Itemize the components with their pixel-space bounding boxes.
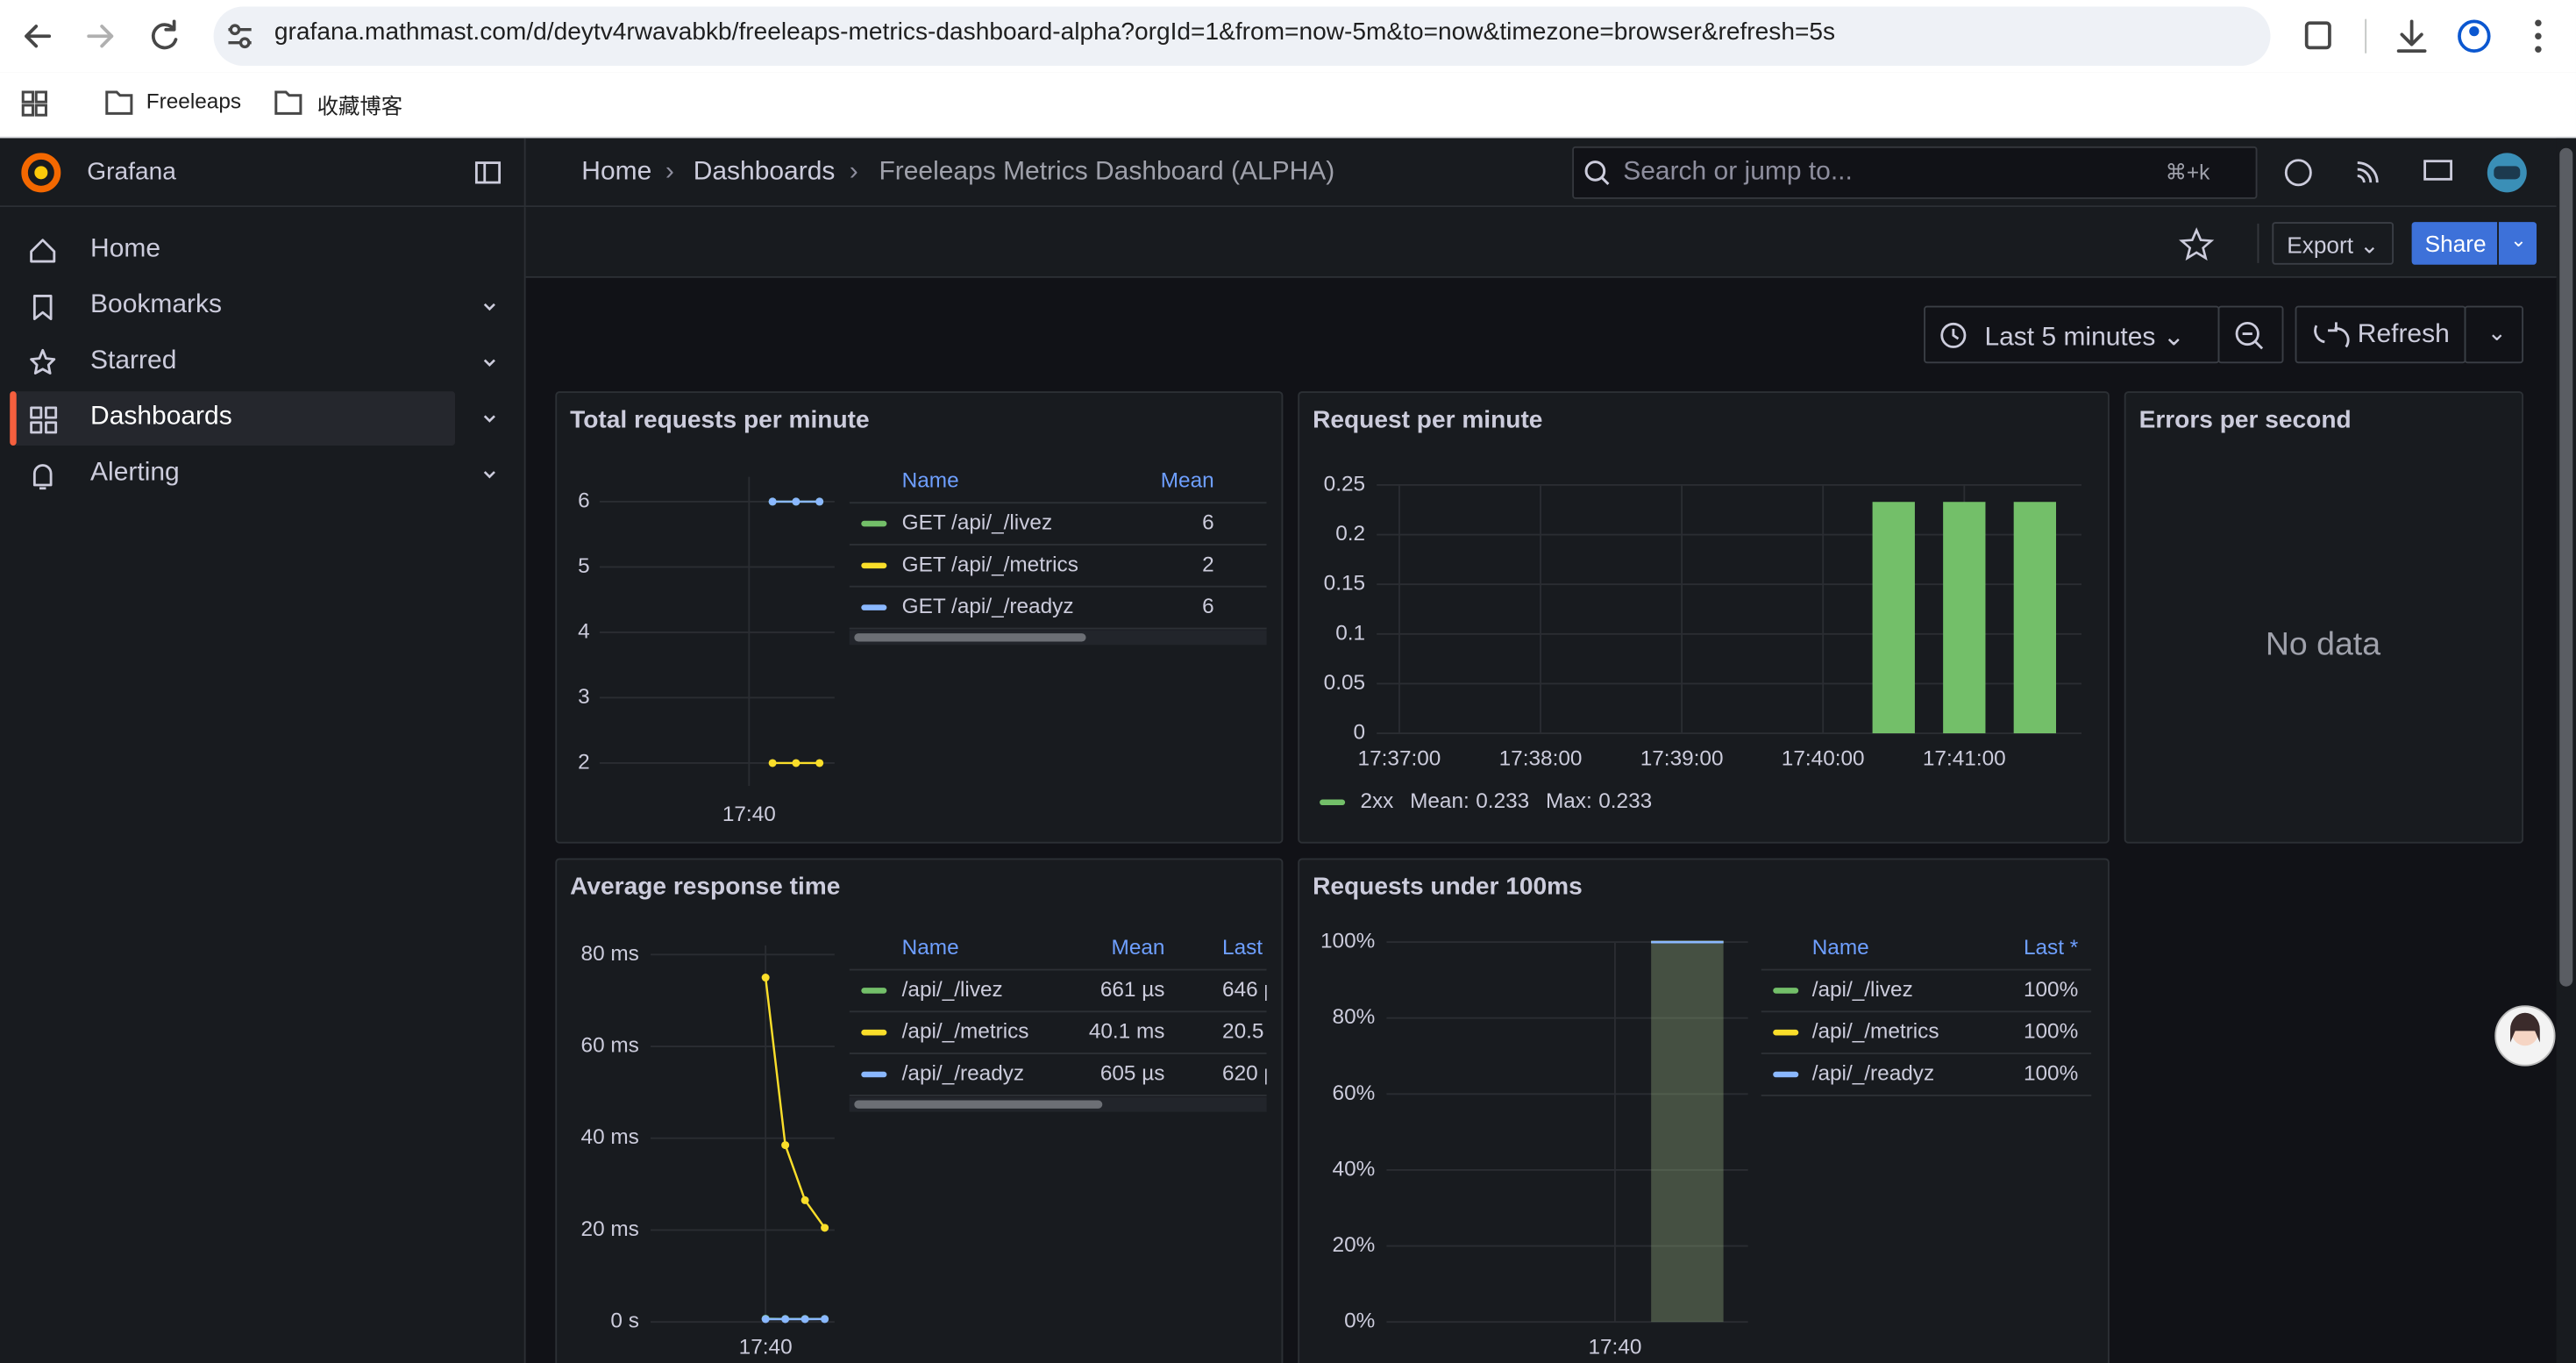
data-point [792, 497, 800, 505]
panel [1299, 392, 2109, 843]
y-tick-label: 80% [1333, 1005, 1376, 1029]
data-point [769, 497, 777, 505]
legend-value: 100% [2024, 1020, 2078, 1044]
y-tick-label: 0.15 [1324, 572, 1365, 596]
panel-title: Requests under 100ms [1313, 873, 1583, 900]
legend-name: /api/_/livez [902, 978, 1003, 1002]
data-point [792, 759, 800, 767]
y-tick-label: 40% [1333, 1157, 1376, 1181]
y-tick-label: 100% [1320, 930, 1375, 953]
y-tick-label: 0 s [610, 1309, 638, 1333]
data-point [815, 497, 823, 505]
bar [1943, 502, 1985, 733]
legend-name: /api/_/readyz [902, 1061, 1024, 1085]
legend-name: /api/_/readyz [1812, 1061, 1934, 1085]
y-tick-label: 20 ms [581, 1217, 639, 1241]
panel [2125, 392, 2523, 843]
legend-header: Name [902, 469, 959, 493]
legend-value: 20.5 ms [1222, 1020, 1299, 1044]
x-tick-label: 17:41:00 [1923, 746, 2006, 770]
x-tick-label: 17:40:00 [1782, 746, 1865, 770]
y-tick-label: 60% [1333, 1081, 1376, 1105]
x-tick-label: 17:37:00 [1358, 746, 1441, 770]
legend-value: 6 [1202, 510, 1214, 534]
data-point [769, 759, 777, 767]
data-point [801, 1315, 809, 1323]
y-tick-label: 0% [1344, 1309, 1375, 1333]
legend-stat-label: Mean: [1410, 789, 1469, 813]
legend-header: Mean [1161, 469, 1214, 493]
y-tick-label: 0.2 [1335, 522, 1365, 546]
legend-scroll-thumb[interactable] [854, 1101, 1102, 1109]
bar [2014, 502, 2056, 733]
legend-stat-label: Max: [1546, 789, 1592, 813]
data-point [781, 1141, 789, 1149]
assistant-button[interactable] [2492, 1003, 2558, 1068]
legend-name: /api/_/metrics [1812, 1020, 1939, 1044]
y-tick-label: 60 ms [581, 1033, 639, 1057]
y-tick-label: 6 [578, 489, 590, 512]
bar [1651, 942, 1723, 1322]
panel-title: Request per minute [1313, 405, 1542, 432]
y-tick-label: 0.1 [1335, 621, 1365, 645]
legend-value: 40.1 ms [1089, 1020, 1165, 1044]
legend-name: GET /api/_/metrics [902, 553, 1078, 576]
panel-title: Average response time [570, 873, 840, 900]
legend-header: Last [1222, 936, 1263, 960]
legend-header: Name [1812, 936, 1869, 960]
legend-header: Name [902, 936, 959, 960]
y-tick-label: 3 [578, 685, 590, 709]
y-tick-label: 2 [578, 750, 590, 774]
y-tick-label: 4 [578, 619, 590, 643]
y-tick-label: 0.25 [1324, 472, 1365, 496]
x-tick-label: 17:38:00 [1499, 746, 1583, 770]
y-tick-label: 0.05 [1324, 671, 1365, 695]
legend-value: 6 [1202, 595, 1214, 618]
legend-value: 100% [2024, 1061, 2078, 1085]
legend-name: /api/_/livez [1812, 978, 1913, 1002]
x-tick-label: 17:40 [722, 803, 776, 826]
legend-scroll-thumb[interactable] [854, 633, 1085, 641]
legend-value: 100% [2024, 978, 2078, 1002]
legend-name: GET /api/_/readyz [902, 595, 1074, 618]
panel-title: Errors per second [2139, 405, 2352, 432]
x-tick-label: 17:40 [739, 1336, 793, 1359]
legend-name: 2xx [1360, 789, 1393, 813]
legend-stat-value: 0.233 [1598, 789, 1652, 813]
panel-title: Total requests per minute [570, 405, 869, 432]
bar [1873, 502, 1915, 733]
data-point [762, 974, 770, 981]
legend-stat-value: 0.233 [1476, 789, 1529, 813]
legend-value: 2 [1202, 553, 1214, 576]
y-tick-label: 40 ms [581, 1125, 639, 1149]
legend-name: GET /api/_/livez [902, 510, 1052, 534]
y-tick-label: 20% [1333, 1233, 1376, 1257]
data-point [781, 1315, 789, 1323]
data-point [762, 1315, 770, 1323]
no-data-message: No data [2266, 625, 2380, 662]
legend-header: Mean [1112, 936, 1165, 960]
data-point [815, 759, 823, 767]
data-point [821, 1224, 829, 1231]
legend-value: 605 µs [1100, 1061, 1165, 1085]
data-point [801, 1196, 809, 1204]
data-point [821, 1315, 829, 1323]
y-tick-label: 80 ms [581, 942, 639, 966]
y-tick-label: 0 [1354, 720, 1366, 744]
legend-value: 661 µs [1100, 978, 1165, 1002]
x-tick-label: 17:40 [1588, 1336, 1641, 1359]
legend-header: Last * [2024, 936, 2079, 960]
x-tick-label: 17:39:00 [1640, 746, 1724, 770]
legend-name: /api/_/metrics [902, 1020, 1029, 1044]
y-tick-label: 5 [578, 554, 590, 578]
